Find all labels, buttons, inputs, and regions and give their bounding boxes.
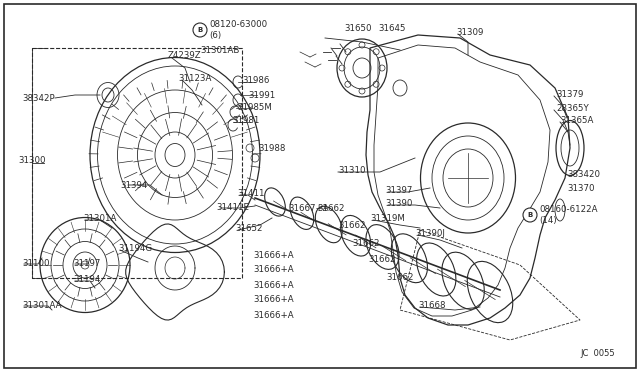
Text: 31652: 31652 xyxy=(235,224,262,232)
Text: 31301AB: 31301AB xyxy=(200,45,239,55)
Text: 31301AA: 31301AA xyxy=(22,301,61,310)
Text: 31310: 31310 xyxy=(338,166,365,174)
Text: 31300: 31300 xyxy=(18,155,45,164)
Text: 31365A: 31365A xyxy=(560,115,593,125)
Text: B: B xyxy=(527,212,532,218)
Text: 28365Y: 28365Y xyxy=(556,103,589,112)
Text: 08120-63000
(6): 08120-63000 (6) xyxy=(209,20,267,40)
Text: 31666+A: 31666+A xyxy=(253,266,294,275)
Text: 31991: 31991 xyxy=(248,90,275,99)
Text: 31370: 31370 xyxy=(567,183,595,192)
Text: 31379: 31379 xyxy=(556,90,584,99)
Circle shape xyxy=(523,208,537,222)
Text: 31986: 31986 xyxy=(242,76,269,84)
Text: 31662: 31662 xyxy=(352,238,380,247)
Text: 31662: 31662 xyxy=(368,256,396,264)
Bar xyxy=(32,48,242,278)
Text: 31666+A: 31666+A xyxy=(253,250,294,260)
Text: 31309: 31309 xyxy=(456,28,483,36)
Text: 31411E: 31411E xyxy=(216,202,249,212)
Text: 31301A: 31301A xyxy=(83,214,116,222)
Text: 31194: 31194 xyxy=(73,276,100,285)
Text: 31666+A: 31666+A xyxy=(253,280,294,289)
Text: 31397: 31397 xyxy=(385,186,412,195)
Text: 38342P: 38342P xyxy=(22,93,55,103)
Text: 31668: 31668 xyxy=(418,301,445,310)
Text: 08160-6122A
(14): 08160-6122A (14) xyxy=(539,205,598,225)
Text: 31390J: 31390J xyxy=(415,228,445,237)
Text: 31662: 31662 xyxy=(338,221,365,230)
Text: 31319M: 31319M xyxy=(370,214,405,222)
Text: 31666+A: 31666+A xyxy=(253,295,294,305)
Text: Z4239Z: Z4239Z xyxy=(168,51,202,60)
Text: JC  0055: JC 0055 xyxy=(580,349,615,358)
Text: 31667+A: 31667+A xyxy=(288,203,328,212)
Text: 31390: 31390 xyxy=(385,199,412,208)
Text: 31645: 31645 xyxy=(378,23,406,32)
Text: 31988: 31988 xyxy=(258,144,285,153)
Text: 31666+A: 31666+A xyxy=(253,311,294,320)
Text: 31981: 31981 xyxy=(232,115,259,125)
Text: 31394: 31394 xyxy=(120,180,147,189)
Text: 31662: 31662 xyxy=(386,273,413,282)
Text: 31411: 31411 xyxy=(237,189,264,198)
Circle shape xyxy=(193,23,207,37)
Text: 31100: 31100 xyxy=(22,259,49,267)
Text: 31123A: 31123A xyxy=(178,74,211,83)
Text: 31194G: 31194G xyxy=(118,244,152,253)
Text: 31662: 31662 xyxy=(317,203,344,212)
Text: 31650: 31650 xyxy=(344,23,371,32)
Text: B: B xyxy=(197,27,203,33)
Text: 383420: 383420 xyxy=(567,170,600,179)
Text: 31197: 31197 xyxy=(73,259,100,267)
Text: 31985M: 31985M xyxy=(237,103,272,112)
